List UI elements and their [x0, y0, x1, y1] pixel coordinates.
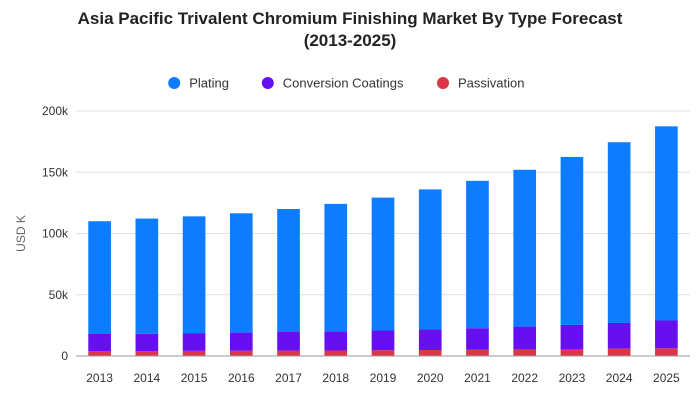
bar-plating-2014 — [135, 218, 159, 334]
bar-passivation-2013 — [88, 351, 111, 356]
x-tick-label: 2021 — [464, 371, 491, 385]
bar-conversion-coatings-2018 — [324, 331, 348, 351]
bar-plating-2020 — [418, 189, 442, 330]
legend-marker-plating — [168, 77, 181, 89]
bar-plating-2019 — [371, 197, 395, 331]
x-tick-label: 2024 — [606, 371, 633, 385]
chart-title-line1: Asia Pacific Trivalent Chromium Finishin… — [77, 9, 623, 28]
x-tick-label: 2016 — [228, 371, 255, 385]
bar-plating-2022 — [513, 169, 537, 327]
y-tick-label: 200k — [42, 104, 69, 118]
bar-passivation-2022 — [513, 349, 537, 356]
x-tick-label: 2020 — [417, 371, 444, 385]
bar-passivation-2015 — [182, 350, 206, 356]
y-tick-label: 50k — [49, 288, 69, 302]
bar-plating-2016 — [229, 213, 253, 333]
bar-passivation-2016 — [229, 350, 253, 356]
bar-plating-2017 — [277, 209, 300, 332]
x-tick-label: 2019 — [370, 371, 397, 385]
bar-conversion-coatings-2024 — [607, 322, 631, 349]
chart-title-line2: (2013-2025) — [303, 31, 397, 50]
bar-conversion-coatings-2022 — [513, 326, 537, 350]
x-tick-label: 2022 — [511, 371, 538, 385]
x-tick-label: 2014 — [133, 371, 160, 385]
bar-conversion-coatings-2015 — [182, 333, 206, 351]
bar-conversion-coatings-2014 — [135, 333, 159, 352]
bar-passivation-2025 — [655, 348, 678, 356]
bar-conversion-coatings-2017 — [277, 331, 300, 351]
legend-label-conversion-coatings: Conversion Coatings — [283, 76, 404, 91]
y-tick-label: 150k — [42, 165, 69, 179]
x-tick-label: 2017 — [275, 371, 302, 385]
x-tick-label: 2023 — [559, 371, 586, 385]
chart-title: Asia Pacific Trivalent Chromium Finishin… — [0, 8, 700, 52]
bar-plating-2025 — [655, 126, 678, 321]
bar-passivation-2019 — [371, 350, 395, 356]
bar-plating-2023 — [560, 156, 584, 325]
legend-label-passivation: Passivation — [458, 76, 524, 91]
y-tick-label: 0 — [61, 349, 68, 363]
bar-conversion-coatings-2020 — [418, 329, 442, 350]
legend-label-plating: Plating — [189, 76, 229, 91]
x-tick-label: 2015 — [181, 371, 208, 385]
legend-marker-passivation — [437, 77, 449, 89]
x-tick-label: 2025 — [653, 371, 680, 385]
y-tick-label: 100k — [42, 227, 69, 241]
x-tick-label: 2018 — [322, 371, 349, 385]
bar-plating-2024 — [607, 142, 631, 323]
legend-marker-conversion-coatings — [261, 77, 274, 89]
bar-conversion-coatings-2023 — [560, 324, 584, 350]
bar-conversion-coatings-2025 — [655, 320, 678, 349]
bar-passivation-2024 — [607, 348, 631, 356]
bar-passivation-2017 — [277, 350, 300, 356]
bar-passivation-2014 — [135, 351, 159, 356]
bar-passivation-2018 — [324, 350, 348, 356]
bar-passivation-2020 — [418, 349, 442, 356]
y-axis-title: USD K — [14, 215, 28, 252]
bar-passivation-2021 — [466, 349, 489, 356]
bar-plating-2018 — [324, 203, 348, 332]
bar-plating-2021 — [466, 180, 489, 329]
x-tick-label: 2013 — [86, 371, 113, 385]
bar-conversion-coatings-2021 — [466, 328, 489, 350]
bar-plating-2013 — [88, 221, 111, 334]
bar-conversion-coatings-2013 — [88, 333, 111, 352]
bar-conversion-coatings-2019 — [371, 330, 395, 351]
bar-passivation-2023 — [560, 349, 584, 356]
bar-plating-2015 — [182, 216, 206, 334]
bar-conversion-coatings-2016 — [229, 332, 253, 351]
